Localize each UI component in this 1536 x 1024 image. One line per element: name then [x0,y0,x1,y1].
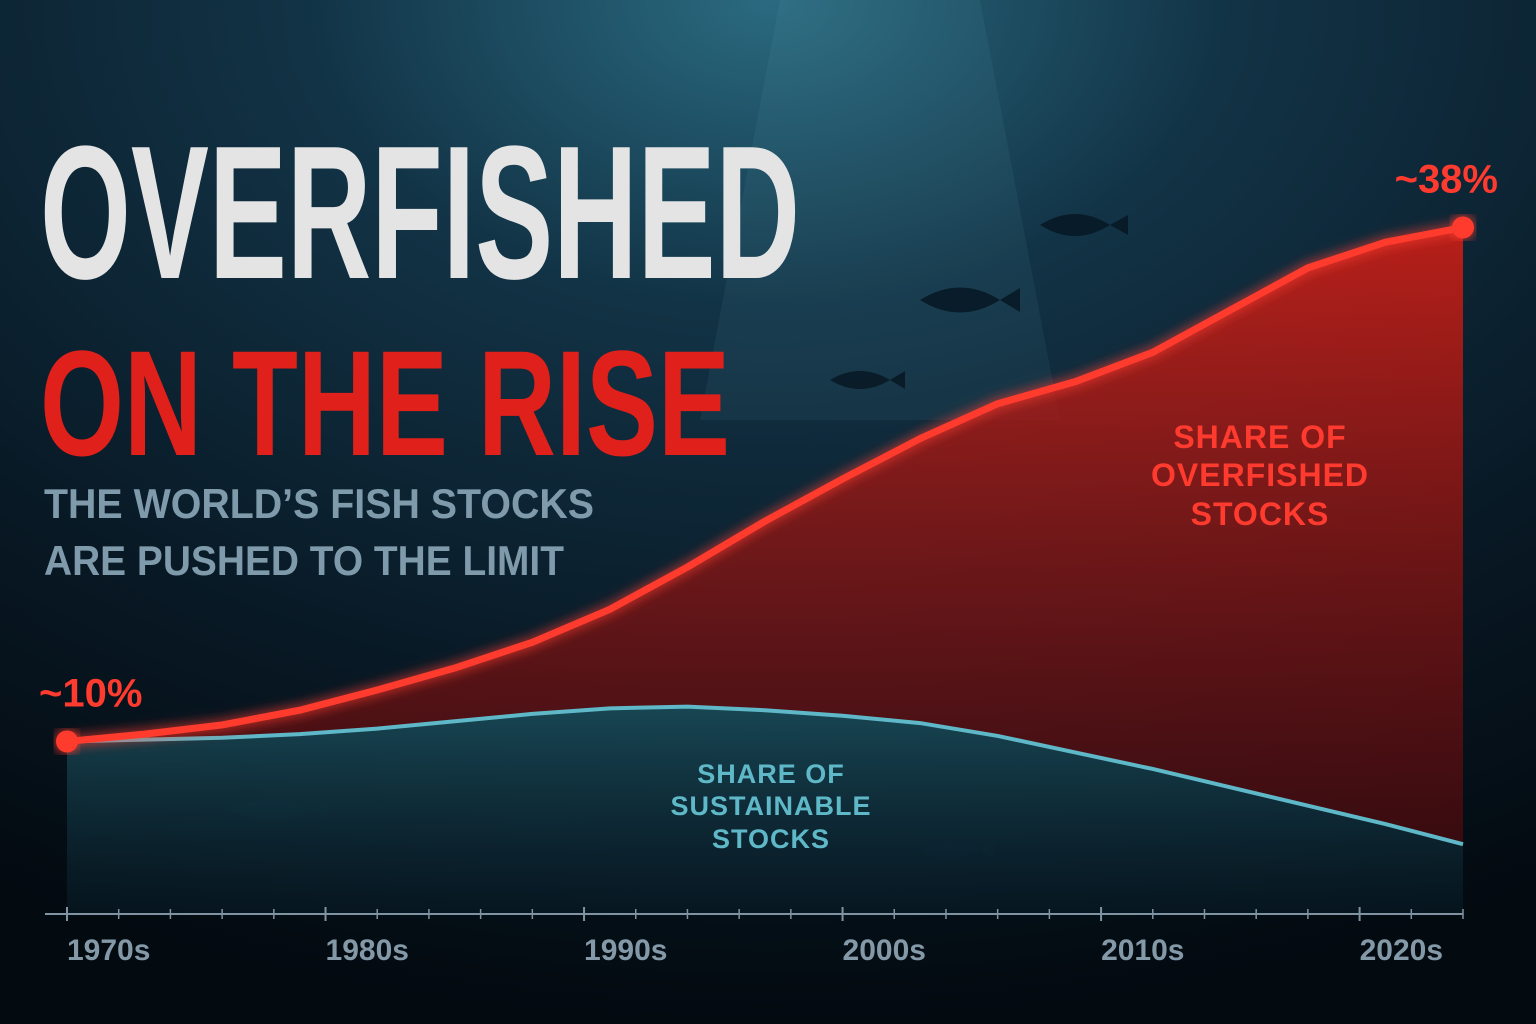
x-tick-label: 1990s [584,934,667,967]
overfished-area [67,227,1463,845]
end-dot [1452,216,1474,239]
value-label: ~10% [39,671,142,715]
x-tick-label: 2020s [1360,934,1443,967]
fish [830,371,905,389]
subtitle: ARE PUSHED TO THE LIMIT [44,537,564,584]
x-tick-label: 2000s [843,934,926,967]
overfished-line [66,224,1464,745]
x-tick-label: 1970s [67,934,150,967]
title-block: OVERFISHED ON THE RISE THE WORLD’S FISH … [40,107,800,584]
title: OVERFISHED [40,107,800,319]
series-label: SHARE OF SUSTAINABLE STOCKS [670,759,872,854]
value-label: ~38% [1395,157,1498,201]
series-label: SHARE OF OVERFISHED STOCKS [1150,419,1370,532]
fish [1040,214,1128,236]
title: ON THE RISE [40,319,730,487]
fish [920,287,1020,313]
x-tick-label: 1980s [326,934,409,967]
end-dot [56,730,78,753]
sustainable-line [66,704,1464,847]
subtitle: THE WORLD’S FISH STOCKS [44,480,594,527]
light-ray [700,0,1060,420]
sustainable-area [67,706,1463,914]
x-tick-label: 2010s [1101,934,1184,967]
